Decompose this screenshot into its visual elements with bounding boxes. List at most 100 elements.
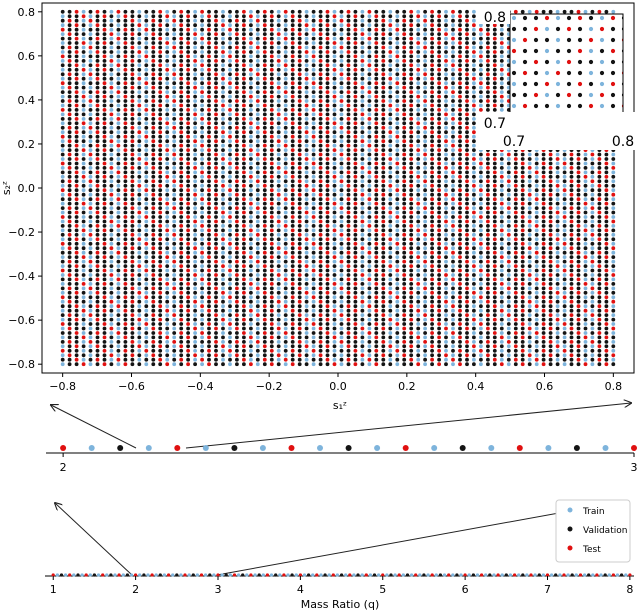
main-point (332, 268, 337, 273)
main-point (151, 241, 156, 246)
main-point (81, 210, 86, 215)
main-point (458, 32, 462, 36)
main-point (228, 85, 232, 90)
main-point (402, 179, 407, 184)
main-point (353, 99, 358, 103)
main-point (325, 357, 330, 362)
main-point (186, 103, 191, 108)
main-point (444, 219, 448, 224)
main-point (235, 72, 239, 77)
main-point (269, 99, 274, 103)
main-point (311, 179, 316, 184)
main-point (339, 246, 344, 251)
main-point (228, 192, 232, 197)
main-point (81, 36, 86, 41)
main-point (339, 23, 344, 28)
main-point (486, 317, 490, 322)
main-point (67, 210, 72, 215)
main-point (332, 255, 337, 259)
main-point (472, 219, 476, 224)
main-point (290, 357, 295, 362)
main-point (290, 63, 295, 68)
main-point (81, 241, 86, 246)
main-point (269, 299, 274, 304)
main-point (409, 161, 414, 166)
main-point (339, 148, 344, 153)
main-point (262, 18, 267, 23)
main-point (242, 317, 246, 322)
main-point (381, 241, 386, 246)
main-point (290, 192, 295, 197)
main-point (381, 76, 386, 81)
main-point (416, 192, 421, 197)
main-point (123, 246, 128, 251)
main-point (381, 268, 386, 273)
main-point (381, 143, 386, 148)
main-point (95, 188, 100, 193)
main-point (360, 340, 365, 344)
main-point (423, 112, 427, 117)
main-point (81, 179, 86, 184)
main-point (67, 23, 72, 28)
main-point (283, 14, 288, 19)
main-point (339, 277, 344, 282)
main-point (304, 112, 309, 117)
main-point (179, 250, 184, 255)
main-point (339, 72, 344, 77)
main-point (395, 32, 400, 36)
main-point (451, 246, 455, 251)
main-point (381, 228, 386, 233)
main-point (235, 41, 239, 45)
main-point (81, 143, 86, 148)
main-point (74, 72, 79, 77)
main-point (151, 246, 156, 251)
main-point (144, 152, 149, 157)
main-point (200, 166, 205, 170)
main-point (262, 326, 267, 331)
main-point (451, 362, 455, 367)
main-point (283, 282, 288, 286)
main-point (465, 117, 469, 121)
main-point (116, 152, 121, 157)
main-point (353, 357, 358, 362)
main-point (242, 76, 246, 81)
main-point (395, 326, 400, 331)
main-point (290, 264, 295, 268)
main-point (297, 179, 302, 184)
main-point (353, 362, 358, 367)
main-point (402, 130, 407, 135)
main-point (388, 99, 393, 103)
main-point (249, 143, 253, 148)
main-point (395, 201, 400, 206)
main-point (367, 174, 372, 179)
main-point (395, 130, 400, 135)
main-point (409, 94, 414, 99)
main-point (479, 282, 483, 286)
main-point (214, 290, 218, 295)
main-point (283, 362, 288, 367)
main-point (388, 170, 393, 175)
main-point (402, 232, 407, 237)
main-point (228, 277, 232, 282)
main-point (395, 228, 400, 233)
main-point (144, 170, 149, 175)
main-point (123, 134, 128, 139)
main-point (249, 197, 253, 202)
main-point (95, 255, 100, 259)
main-point (353, 18, 358, 23)
main-point (130, 148, 135, 153)
main-point (472, 152, 476, 157)
main-point (165, 326, 170, 331)
main-point (95, 174, 100, 179)
main-point (297, 308, 302, 313)
main-point (290, 255, 295, 259)
main-point (367, 59, 372, 63)
main-point (437, 81, 441, 86)
main-point (339, 81, 344, 86)
main-point (95, 9, 100, 14)
main-point (451, 139, 455, 144)
main-point (437, 317, 441, 322)
main-point (388, 197, 393, 202)
main-point (235, 63, 239, 68)
main-point (123, 112, 128, 117)
